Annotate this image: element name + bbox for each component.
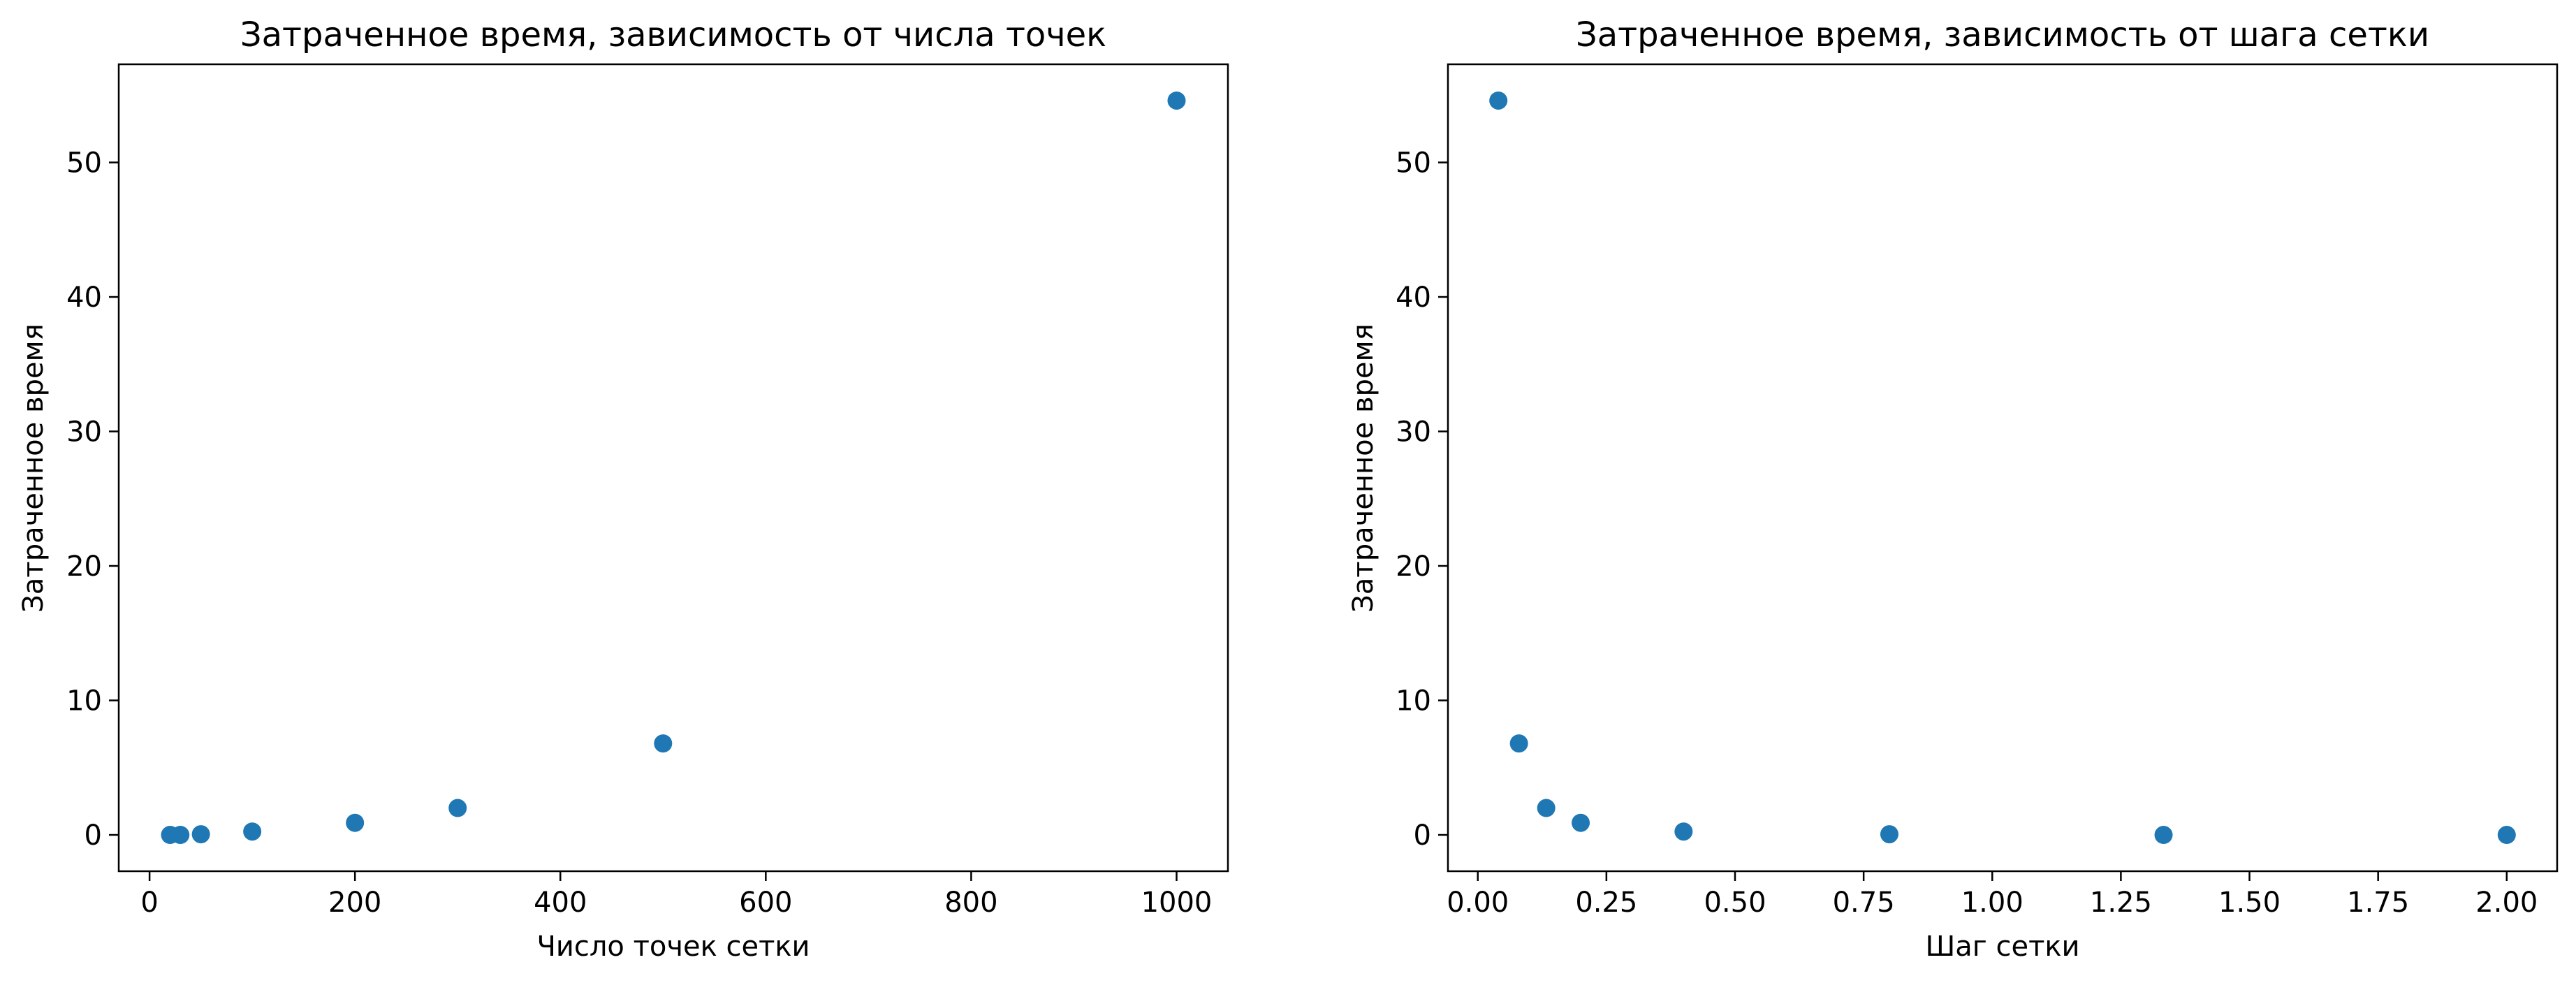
- scatter-points: [1489, 91, 2516, 845]
- y-axis-label: Затраченное время: [17, 323, 50, 613]
- y-tick-label: 0: [1414, 820, 1431, 852]
- data-point: [1489, 91, 1508, 110]
- y-axis: 0 10 20 30 40 50: [66, 147, 119, 852]
- data-point: [1509, 734, 1528, 753]
- y-axis: 0 10 20 30 40 50: [1396, 147, 1448, 852]
- x-tick-label: 800: [944, 887, 997, 919]
- y-tick-label: 30: [1396, 416, 1431, 449]
- chart-title: Затраченное время, зависимость от числа …: [240, 15, 1106, 54]
- data-point: [654, 734, 673, 753]
- data-point: [171, 826, 190, 845]
- x-axis-label: Число точек сетки: [536, 931, 810, 963]
- plot-area-frame: [1447, 63, 2559, 873]
- y-axis-label: Затраченное время: [1347, 323, 1380, 613]
- y-tick-label: 50: [66, 147, 102, 180]
- x-tick-label: 1.50: [2218, 887, 2281, 919]
- y-tick-label: 10: [66, 685, 102, 718]
- data-point: [2497, 826, 2516, 845]
- x-tick-label: 1.75: [2347, 887, 2409, 919]
- x-tick-label: 200: [328, 887, 381, 919]
- chart-title: Затраченное время, зависимость от шага с…: [1576, 15, 2429, 54]
- x-tick-label: 0.75: [1833, 887, 1895, 919]
- data-point: [1674, 822, 1693, 841]
- x-tick-label: 400: [534, 887, 587, 919]
- data-point: [346, 813, 365, 832]
- data-point: [243, 822, 262, 841]
- y-tick-label: 50: [1396, 147, 1431, 180]
- y-tick-label: 10: [1396, 685, 1431, 718]
- scatter-points: [161, 91, 1186, 845]
- x-tick-label: 1.00: [1961, 887, 2024, 919]
- x-tick-label: 0.25: [1575, 887, 1637, 919]
- data-point: [1167, 91, 1186, 110]
- chart-time-vs-points: Затраченное время, зависимость от числа …: [17, 15, 1229, 963]
- x-axis-label: Шаг сетки: [1925, 931, 2079, 963]
- x-tick-label: 0.50: [1704, 887, 1766, 919]
- x-tick-label: 1.25: [2090, 887, 2152, 919]
- data-point: [191, 825, 210, 844]
- y-tick-label: 40: [1396, 282, 1431, 314]
- plot-area-frame: [117, 63, 1229, 873]
- x-tick-label: 0: [140, 887, 158, 919]
- x-axis: 0 200 400 600 800 1000: [140, 871, 1212, 919]
- y-tick-label: 20: [1396, 551, 1431, 583]
- y-tick-label: 30: [66, 416, 102, 449]
- data-point: [1537, 799, 1556, 817]
- y-tick-label: 0: [85, 820, 102, 852]
- data-point: [1572, 813, 1590, 832]
- chart-time-vs-step: Затраченное время, зависимость от шага с…: [1347, 15, 2559, 963]
- y-tick-label: 40: [66, 282, 102, 314]
- x-tick-label: 2.00: [2475, 887, 2538, 919]
- x-axis: 0.00 0.25 0.50 0.75 1.00 1.25 1.50 1.75 2.00: [1447, 871, 2538, 919]
- data-point: [448, 799, 467, 817]
- y-tick-label: 20: [66, 551, 102, 583]
- data-point: [1880, 825, 1898, 844]
- x-tick-label: 1000: [1141, 887, 1213, 919]
- x-tick-label: 0.00: [1447, 887, 1509, 919]
- data-point: [2154, 826, 2173, 845]
- x-tick-label: 600: [739, 887, 792, 919]
